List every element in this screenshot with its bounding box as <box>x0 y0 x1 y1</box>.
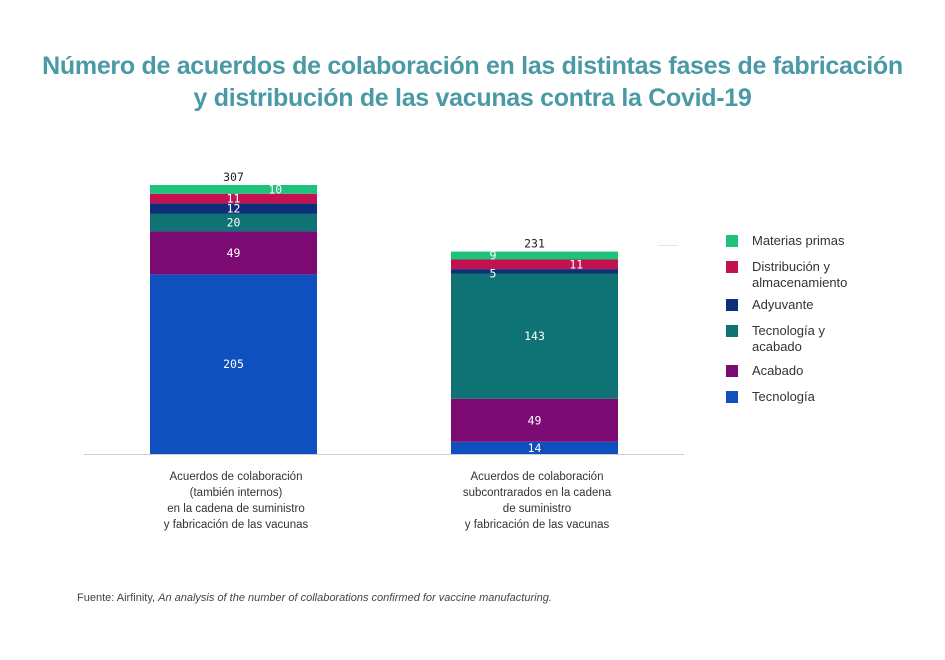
data-label: 9 <box>490 249 497 263</box>
bar-segment <box>150 213 317 232</box>
category-label-line: Acuerdos de colaboración <box>470 471 604 483</box>
legend-label: Adyuvante <box>752 297 813 313</box>
legend-label-line: acabado <box>752 339 802 354</box>
source-prefix: Fuente: Airfinity, <box>77 592 159 604</box>
category-label-line: (también internos) <box>189 487 283 499</box>
data-label: 143 <box>524 329 545 343</box>
category-label: Acuerdos de colaboración subcontrarados e… <box>417 469 657 533</box>
data-label: 10 <box>268 182 282 196</box>
category-label: Acuerdos de colaboración (también interno… <box>116 469 356 533</box>
bar-segment <box>451 269 618 274</box>
source-note: Fuente: Airfinity, An analysis of the nu… <box>77 592 552 604</box>
data-label: 14 <box>528 441 542 455</box>
legend-label: Tecnología y acabado <box>752 323 825 355</box>
category-label-line: subcontrarados en la cadena <box>462 487 612 499</box>
bar-segment <box>451 398 618 442</box>
legend-label-line: Tecnología <box>752 389 815 404</box>
legend-swatch <box>726 235 738 247</box>
data-label: 11 <box>227 192 241 206</box>
category-label-line: y fabricación de las vacunas <box>464 519 610 531</box>
legend-swatch <box>726 261 738 273</box>
legend-label: Distribución y almacenamiento <box>752 259 847 291</box>
legend-label-line: Distribución y <box>752 259 831 274</box>
category-label-line: Acuerdos de colaboración <box>169 471 303 483</box>
data-label: 5 <box>490 266 497 280</box>
bar-segment <box>451 441 618 454</box>
legend-label-line: Acabado <box>752 363 804 378</box>
bar-segment <box>150 274 317 454</box>
bar-segment <box>150 231 317 275</box>
legend-swatch <box>726 391 738 403</box>
total-label: 231 <box>524 237 545 251</box>
legend-label-line: almacenamiento <box>752 275 848 290</box>
bar-segment <box>451 273 618 399</box>
source-title: An analysis of the number of collaborati… <box>158 592 552 604</box>
data-label: 49 <box>227 246 241 260</box>
data-label: 20 <box>227 216 241 230</box>
bar-segment <box>150 203 317 214</box>
bar-segment <box>451 251 618 260</box>
chart-title-line2: y distribución de las vacunas contra la … <box>193 84 752 112</box>
category-label-line: y fabricación de las vacunas <box>163 519 309 531</box>
category-label-line: en la cadena de suministro <box>167 503 305 515</box>
legend-label-line: Tecnología y <box>752 323 825 338</box>
data-label: 11 <box>569 257 583 271</box>
data-label: 205 <box>223 357 244 371</box>
total-label: 307 <box>223 170 244 184</box>
legend-label-line: Adyuvante <box>752 297 814 312</box>
bar-segment <box>150 193 317 204</box>
legend-swatch <box>726 365 738 377</box>
legend-swatch <box>726 325 738 337</box>
chart-title: Número de acuerdos de colaboración en la… <box>0 50 945 114</box>
legend-label: Materias primas <box>752 233 844 249</box>
legend-label: Acabado <box>752 363 803 379</box>
chart-title-line1: Número de acuerdos de colaboración en la… <box>42 52 903 80</box>
data-label: 49 <box>528 413 542 427</box>
bar-segment <box>150 185 317 194</box>
bar-segment <box>451 259 618 270</box>
legend-label-line: Materias primas <box>752 233 845 248</box>
legend-swatch <box>726 299 738 311</box>
data-label: 12 <box>227 202 241 216</box>
category-label-line: de suministro <box>502 503 572 515</box>
legend-label: Tecnología <box>752 389 815 405</box>
